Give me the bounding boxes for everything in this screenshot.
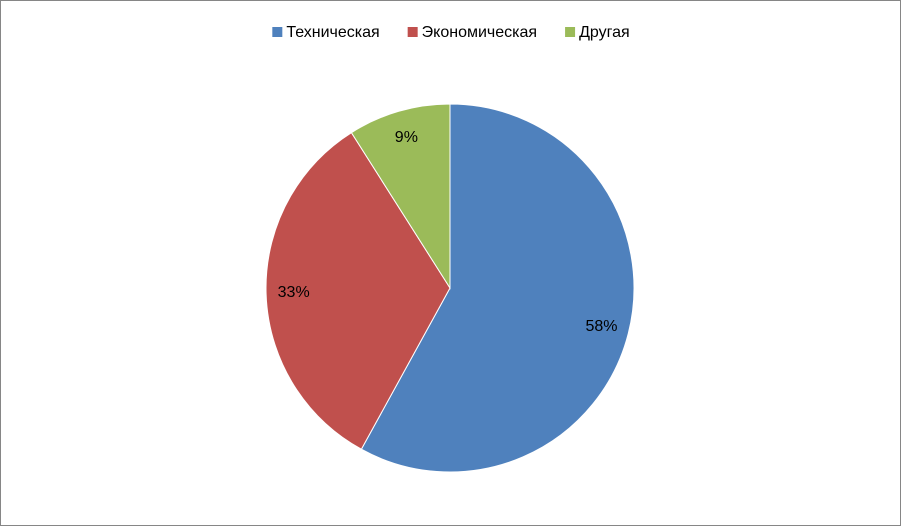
legend-marker xyxy=(272,27,283,37)
data-label: 33% xyxy=(278,284,310,301)
pie-slice xyxy=(360,103,635,473)
legend-marker xyxy=(565,27,576,37)
pie-slice xyxy=(350,103,451,290)
legend-label: Другая xyxy=(579,24,630,41)
legend-label: Экономическая xyxy=(422,24,537,41)
legend-label: Техническая xyxy=(286,24,379,41)
data-label: 58% xyxy=(585,318,617,335)
legend-marker xyxy=(407,27,418,37)
data-label: 9% xyxy=(395,129,418,146)
pie-slice xyxy=(265,131,451,450)
